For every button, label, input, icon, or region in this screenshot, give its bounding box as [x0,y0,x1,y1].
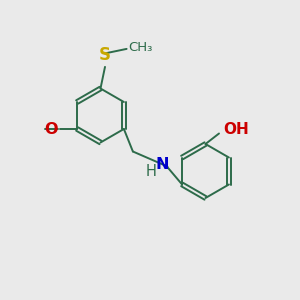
Text: S: S [99,46,111,64]
Text: CH₃: CH₃ [128,41,152,54]
Text: OH: OH [224,122,249,136]
Text: H: H [145,164,156,179]
Text: N: N [155,157,169,172]
Text: O: O [45,122,58,136]
